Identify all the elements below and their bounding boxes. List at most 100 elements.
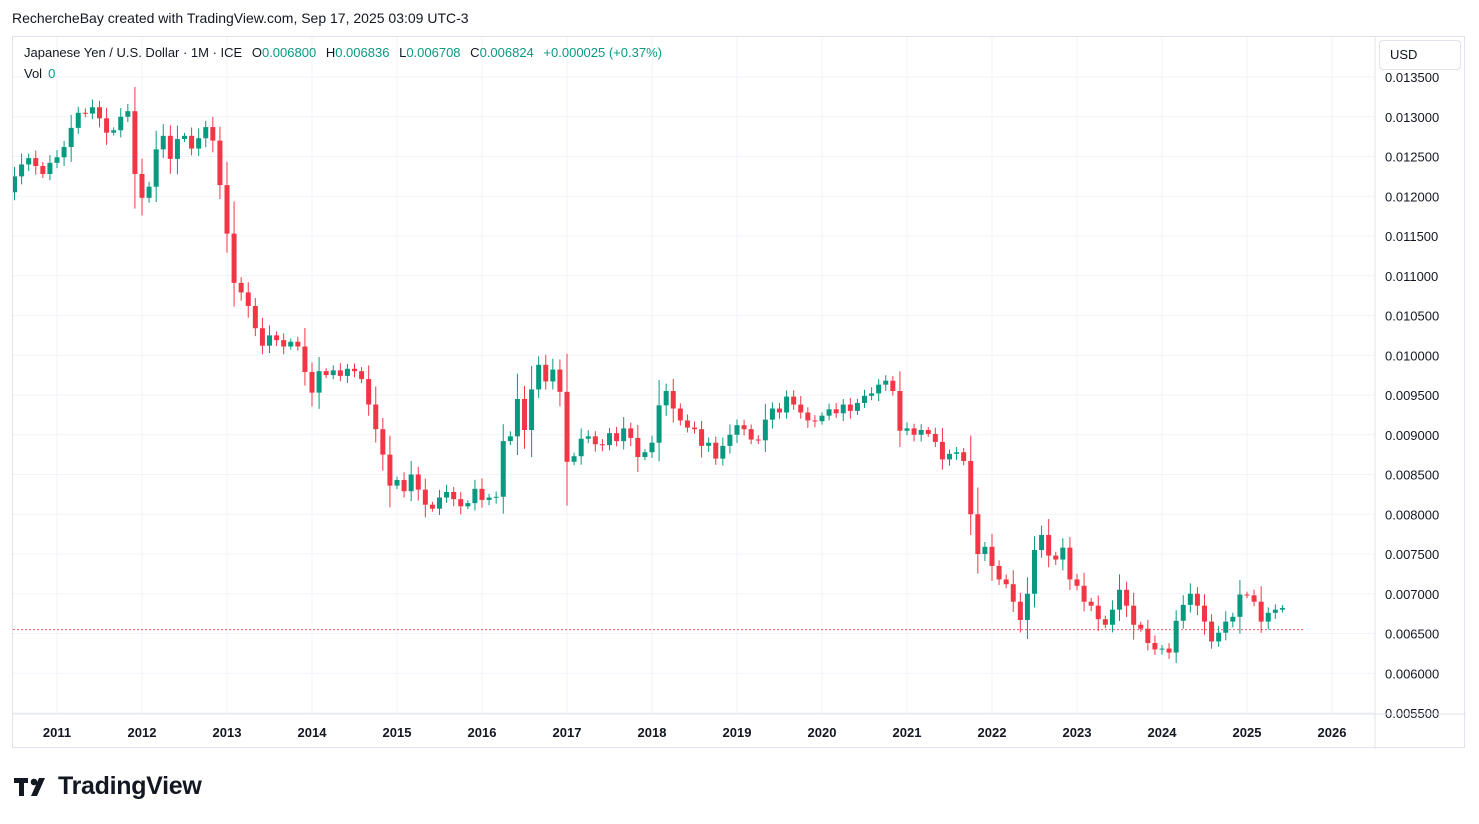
change-value: +0.000025 (+0.37%) <box>543 45 662 60</box>
candle-body <box>387 454 393 486</box>
candle-body <box>862 395 867 403</box>
candle-body <box>1152 643 1158 650</box>
candle-body <box>479 488 485 500</box>
candle-body <box>1272 609 1278 613</box>
time-tick-label: 2021 <box>893 725 922 740</box>
candle-body <box>167 135 173 159</box>
candle-body <box>684 420 690 428</box>
chart-pane[interactable]: 0.005500 0.006000 0.006500 0.007000 0.007500… <box>12 36 1466 749</box>
candle-body <box>267 335 272 346</box>
price-tick-label: 0.007500 <box>1385 547 1439 562</box>
volume-value: 0 <box>48 66 56 81</box>
candle-body <box>947 453 952 460</box>
candle-body <box>1024 593 1030 620</box>
candle-body <box>784 396 790 413</box>
time-tick-label: 2012 <box>128 725 157 740</box>
brand-logo[interactable]: TradingView <box>14 772 202 801</box>
candle-body <box>543 364 549 382</box>
symbol-title[interactable]: Japanese Yen / U.S. Dollar · 1M · ICE <box>24 45 243 60</box>
candle-body <box>706 442 712 446</box>
candle-body <box>734 425 740 435</box>
candle-body <box>373 404 379 430</box>
candle-body <box>465 503 471 507</box>
candle-body <box>1010 584 1016 602</box>
candle-body <box>118 116 124 131</box>
candle-body <box>847 404 853 411</box>
open-label: O <box>251 45 262 60</box>
candle-body <box>571 456 577 462</box>
candle-body <box>451 491 457 500</box>
price-tick-label: 0.009000 <box>1385 428 1439 443</box>
candle-body <box>422 489 428 505</box>
candle-body <box>146 186 152 198</box>
candle-body <box>1088 601 1094 606</box>
candle-body <box>210 127 216 141</box>
time-tick-label: 2014 <box>298 725 328 740</box>
chart-credit: RechercheBay created with TradingView.co… <box>12 10 469 26</box>
candle-body <box>536 364 542 390</box>
currency-selector[interactable]: USD <box>1379 40 1461 70</box>
candle-body <box>1251 595 1257 602</box>
candle-body <box>394 480 400 486</box>
candlestick-chart[interactable]: 0.0055000.0060000.0065000.0070000.007500… <box>13 37 1466 749</box>
candle-body <box>1159 648 1165 650</box>
tradingview-logo-icon <box>14 777 45 796</box>
candle-body <box>82 112 88 114</box>
time-tick-label: 2013 <box>213 725 242 740</box>
low-value: 0.006708 <box>406 45 461 60</box>
candle-body <box>1145 628 1151 644</box>
candle-body <box>33 158 39 167</box>
candle-body <box>925 429 931 434</box>
candle-body <box>1258 601 1264 622</box>
candle-body <box>75 112 81 128</box>
candle-body <box>1081 585 1087 602</box>
candle-body <box>939 441 945 460</box>
candle-body <box>777 408 782 413</box>
candle-body <box>330 370 336 376</box>
candle-body <box>323 371 329 376</box>
candle-body <box>1046 534 1052 556</box>
volume-label: Vol <box>24 66 43 81</box>
candle-body <box>621 428 627 442</box>
candle-body <box>352 368 357 372</box>
candle-body <box>472 488 478 504</box>
candle-body <box>1053 555 1059 560</box>
candle-body <box>1223 621 1229 633</box>
candle-body <box>13 176 17 193</box>
candle-body <box>1265 612 1271 622</box>
candle-body <box>897 391 903 431</box>
time-tick-label: 2011 <box>43 725 71 740</box>
high-label: H <box>325 45 336 60</box>
time-tick-label: 2018 <box>638 725 667 740</box>
candle-body <box>344 368 350 376</box>
candle-body <box>1138 624 1144 629</box>
candle-body <box>635 437 641 458</box>
candle-body <box>954 452 960 454</box>
candle-body <box>748 429 754 440</box>
time-tick-label: 2019 <box>723 725 752 740</box>
candle-body <box>727 434 733 446</box>
candle-body <box>692 427 697 430</box>
candle-body <box>564 391 570 462</box>
candle-body <box>182 135 187 140</box>
candle-body <box>649 442 655 453</box>
candle-body <box>288 341 294 347</box>
time-tick-label: 2025 <box>1233 725 1262 740</box>
candle-body <box>1095 605 1101 620</box>
price-tick-label: 0.011500 <box>1385 229 1438 244</box>
candle-body <box>996 565 1002 580</box>
candle-body <box>444 491 450 498</box>
time-tick-label: 2015 <box>383 725 412 740</box>
candle-body <box>1166 648 1172 653</box>
candle-body <box>1194 593 1200 606</box>
candle-body <box>812 420 818 422</box>
price-tick-label: 0.008500 <box>1385 468 1439 483</box>
candle-body <box>1244 594 1250 596</box>
candle-body <box>1017 601 1023 620</box>
candle-body <box>401 480 407 492</box>
candle-body <box>238 282 244 293</box>
candle-body <box>592 436 598 445</box>
open-value: 0.006800 <box>261 45 317 60</box>
candle-body <box>791 396 797 405</box>
candle-body <box>557 369 563 392</box>
